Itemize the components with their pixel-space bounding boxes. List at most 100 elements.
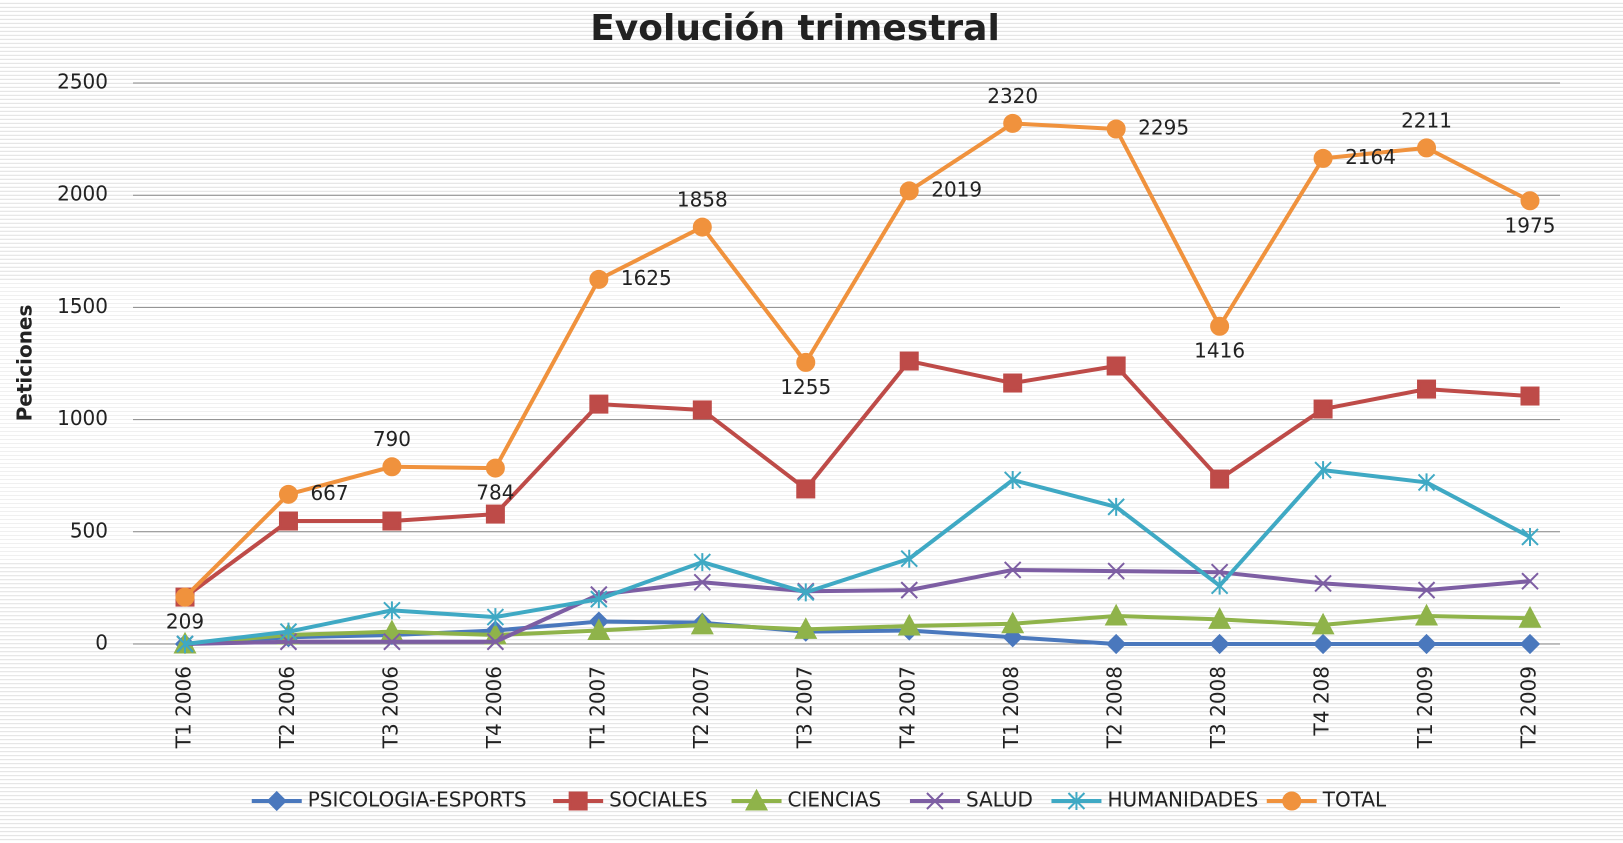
marker [382,511,402,531]
marker [1518,605,1542,628]
marker [693,573,712,591]
marker [486,608,505,627]
marker [590,590,608,609]
series-line [184,468,1531,646]
data-label: 2295 [1138,116,1189,140]
marker [1106,633,1127,655]
marker [1209,633,1230,655]
x-tick-label: T3 2008 [1206,666,1230,749]
legend-label: HUMANIDADES [1107,788,1258,812]
data-label: 667 [310,481,348,505]
marker [589,269,609,289]
marker [1003,113,1023,133]
x-tick-label: T4 208 [1310,666,1334,736]
series [175,351,1540,607]
series [176,461,1539,653]
marker [589,394,609,414]
marker [1208,607,1232,629]
marker [1314,461,1332,480]
marker [1313,399,1333,419]
marker [900,549,918,568]
x-tick-label: T4 2006 [482,666,506,749]
legend-label: CIENCIAS [788,788,882,812]
marker [1106,119,1126,139]
data-label: 1255 [780,375,831,399]
marker [1314,574,1332,593]
marker [1210,469,1230,489]
data-label: 209 [166,610,204,634]
y-tick-label: 2000 [57,182,108,206]
marker [1520,386,1540,406]
series-line [183,359,1531,599]
y-tick-label: 1500 [57,294,108,318]
marker [175,587,195,607]
marker [1001,611,1025,634]
x-tick-label: T1 2009 [1413,666,1437,749]
marker [486,633,505,651]
series: 209 667 790 784 1625 1858 1255 2019 2320 2295 1416… [166,84,1556,634]
legend-label: SALUD [966,788,1033,812]
marker [176,635,194,653]
marker [278,511,298,531]
marker [899,351,919,371]
marker [1312,633,1334,655]
data-label: 1975 [1505,213,1556,237]
marker [1521,572,1539,590]
marker [1107,562,1125,580]
marker [382,457,402,477]
y-tick-label: 0 [95,631,108,655]
x-tick-label: T2 2007 [689,666,713,749]
marker [1067,792,1086,810]
series-line [184,613,1531,646]
marker [899,181,919,201]
marker [1107,497,1125,516]
marker [796,352,816,372]
data-label: 1416 [1194,339,1245,363]
data-label: 2164 [1345,145,1396,169]
x-tick-label: T2 2009 [1517,666,1541,749]
marker [1210,576,1229,595]
marker [1313,148,1333,168]
marker [380,619,404,642]
marker [797,583,815,602]
marker [690,612,714,635]
series-line [184,567,1531,646]
x-tick-label: T1 2008 [999,666,1023,749]
marker [266,790,287,812]
marker [1417,379,1437,399]
marker [1003,373,1023,393]
marker [1417,581,1436,599]
marker [1210,316,1230,336]
marker [568,791,588,811]
data-label: 1858 [677,188,728,212]
marker [796,479,816,499]
marker [897,613,921,636]
marker [1417,473,1436,492]
marker [485,458,505,478]
marker [1311,612,1335,635]
marker [1104,603,1128,626]
x-tick-label: T3 2007 [792,666,816,749]
data-label: 784 [476,481,514,505]
marker [1282,791,1302,811]
y-tick-label: 1000 [57,406,108,430]
x-tick-label: T1 2006 [172,666,196,749]
legend-label: TOTAL [1322,788,1387,812]
marker [1415,603,1439,626]
marker [278,484,298,504]
marker [383,601,401,620]
data-label: 2019 [931,177,982,201]
x-tick-label: T2 2006 [275,666,299,749]
y-tick-label: 2500 [57,70,108,94]
marker [692,400,712,420]
marker [745,788,769,811]
marker [1106,356,1126,376]
x-tick-label: T3 2006 [378,666,402,749]
y-axis-label: Peticiones [13,305,37,422]
marker [1003,561,1022,579]
data-label: 1625 [621,266,672,290]
marker [587,618,611,641]
legend-label: PSICOLOGIA-ESPORTS [308,788,527,812]
